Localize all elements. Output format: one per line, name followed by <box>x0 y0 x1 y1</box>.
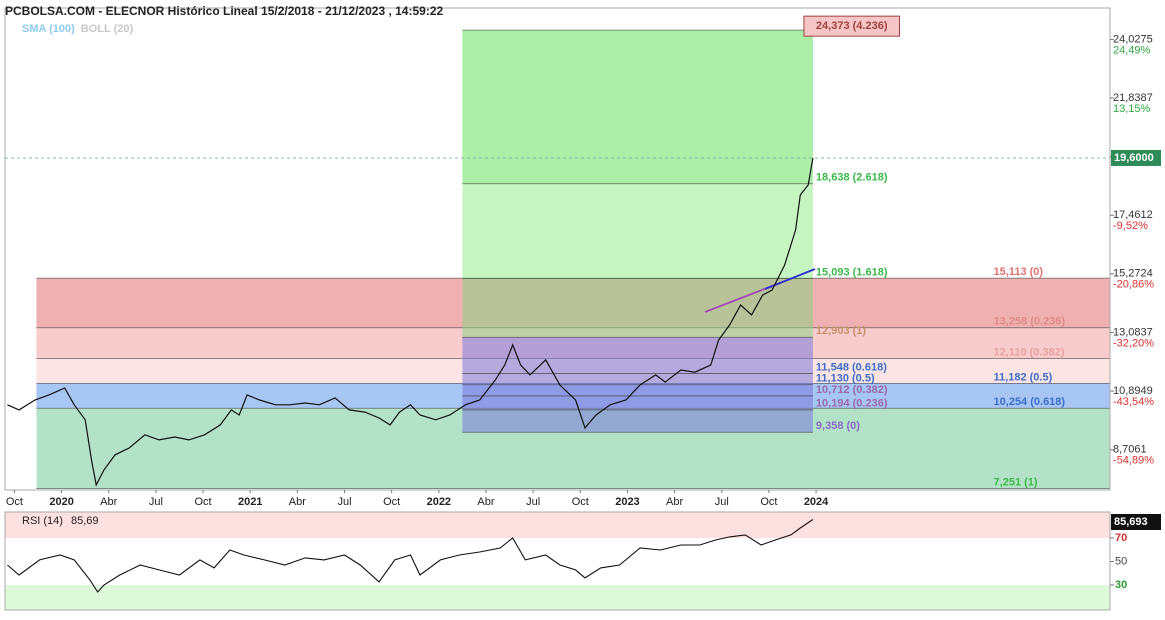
y-tick-label: 21,8387 <box>1113 92 1153 104</box>
trend-line <box>764 268 816 290</box>
x-tick-label: Oct <box>572 496 589 508</box>
last-price-box <box>1111 149 1161 166</box>
rsi-last-label: 85,693 <box>1114 516 1148 528</box>
x-tick-label: Oct <box>760 496 777 508</box>
x-tick-label: Oct <box>194 496 211 508</box>
fib-zone <box>462 183 813 279</box>
fib-label-box <box>803 15 900 37</box>
x-tick-label: Jul <box>337 496 351 508</box>
fib-label: 13,258 (0.236) <box>994 316 1066 328</box>
last-price-label: 19,6000 <box>1114 152 1154 164</box>
x-tick-label: Oct <box>6 496 23 508</box>
x-tick-label: 2023 <box>615 496 639 508</box>
chart-title: PCBOLSA.COM - ELECNOR Histórico Lineal 1… <box>5 4 443 18</box>
plot-frame <box>4 7 1111 491</box>
rsi-tick-label: 70 <box>1115 532 1127 544</box>
y-tick-change: -20,86% <box>1113 279 1154 291</box>
fib-label: 15,113 (0) <box>994 266 1044 278</box>
fib-label: 10,194 (0.236) <box>816 398 888 410</box>
oversold-zone <box>5 584 1110 610</box>
x-tick-label: 2020 <box>49 496 73 508</box>
x-tick-label: Abr <box>666 496 683 508</box>
y-tick-change: -9,52% <box>1113 220 1148 232</box>
y-tick-label: 24,0275 <box>1113 33 1153 45</box>
fib-label: 15,093 (1.618) <box>816 267 888 279</box>
overbought-zone <box>5 512 1110 538</box>
rsi-tick-label: 50 <box>1115 555 1127 567</box>
fib-label: 10,712 (0.382) <box>816 384 888 396</box>
rsi-last-box <box>1111 514 1161 530</box>
y-tick-label: 15,2724 <box>1113 268 1153 280</box>
x-tick-label: Abr <box>477 496 494 508</box>
x-tick-label: Abr <box>289 496 306 508</box>
fib-label: 10,254 (0.618) <box>994 396 1066 408</box>
y-tick-change: 13,15% <box>1113 103 1151 115</box>
fib-zone <box>462 337 813 374</box>
rsi-value: 85,69 <box>71 515 99 527</box>
fib-zone <box>462 409 813 433</box>
x-tick-label: Jul <box>715 496 729 508</box>
fib-label: 7,251 (1) <box>994 477 1038 489</box>
y-tick-change: -43,54% <box>1113 396 1154 408</box>
fib-label: 9,358 (0) <box>816 420 860 432</box>
fib-label: 24,373 (4.236) <box>816 20 888 32</box>
y-tick-change: -54,89% <box>1113 455 1154 467</box>
fib-zone <box>462 30 813 184</box>
rsi-label: RSI (14) <box>22 515 63 527</box>
x-tick-label: Oct <box>383 496 400 508</box>
rsi-panel: 70 50 30 RSI (14) 85,69 85,693 <box>4 511 1161 611</box>
y-tick-label: 17,4612 <box>1113 209 1153 221</box>
fib-label: 12,903 (1) <box>816 325 866 337</box>
y-tick-change: 24,49% <box>1113 44 1151 56</box>
legend-entry: BOLL (20) <box>81 23 134 35</box>
legend-entry: SMA (100) <box>22 23 75 35</box>
fib-label: 11,548 (0.618) <box>816 361 887 373</box>
y-tick-change: -32,20% <box>1113 337 1154 349</box>
fib-zone <box>462 384 813 396</box>
x-tick-label: 2021 <box>238 496 262 508</box>
fib-label: 18,638 (2.618) <box>816 172 888 184</box>
y-tick-label: 8,7061 <box>1113 444 1147 456</box>
x-tick-label: Jul <box>526 496 540 508</box>
rsi-line <box>7 519 814 593</box>
fib-zone <box>462 395 813 410</box>
x-tick-label: 2024 <box>804 496 829 508</box>
price-panel: SMA (100) BOLL (20) 15,113 (0) 13,258 (0.23… <box>4 7 1161 508</box>
fib-zone <box>462 278 813 338</box>
y-tick-label: 13,0837 <box>1113 326 1153 338</box>
fib-label: 11,182 (0.5) <box>994 371 1053 383</box>
x-tick-label: Jul <box>149 496 163 508</box>
y-tick-label: 10,8949 <box>1113 385 1153 397</box>
price-line <box>7 157 814 487</box>
fib-zone <box>462 373 813 385</box>
fib-label: 12,110 (0.382) <box>994 346 1065 358</box>
x-tick-label: Abr <box>100 496 117 508</box>
rsi-tick-label: 30 <box>1115 579 1127 591</box>
fib-label: 11,130 (0.5) <box>816 373 875 385</box>
x-tick-label: 2022 <box>427 496 451 508</box>
